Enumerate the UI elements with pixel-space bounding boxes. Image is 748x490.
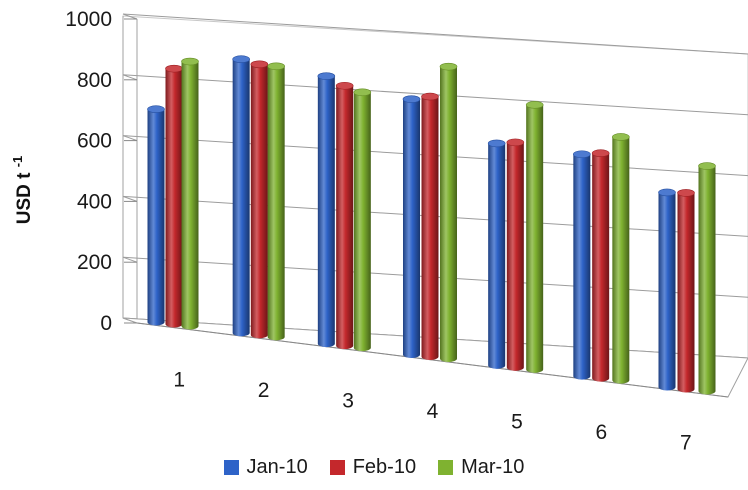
- legend-swatch-jan: [223, 459, 239, 475]
- legend-swatch-mar: [438, 459, 454, 475]
- legend-label-feb: Feb-10: [352, 455, 417, 478]
- bar-cylinder: [147, 109, 165, 326]
- gridline: [122, 13, 748, 55]
- bar-cylinder: [232, 59, 250, 337]
- y-tick-label: 800: [77, 69, 112, 92]
- bar-cylinder: [698, 166, 716, 395]
- bar-cylinder-top: [353, 88, 372, 97]
- bar-cylinder: [592, 153, 610, 382]
- y-tick-label: 0: [100, 312, 112, 335]
- side-gridline: [122, 256, 138, 263]
- bar-cylinder: [573, 154, 591, 380]
- side-gridline: [122, 135, 138, 142]
- bar-cylinder-top: [317, 72, 336, 80]
- bar-cylinder-top: [698, 162, 716, 170]
- y-tick-label: 600: [77, 130, 112, 153]
- bar-cylinder: [488, 143, 506, 369]
- bar-cylinder: [353, 92, 371, 352]
- y-tick-label: 1000: [65, 8, 112, 31]
- bar-cylinder: [181, 61, 199, 330]
- bar-cylinder: [250, 64, 268, 339]
- chart-plot: 0 200 400 600 800 1000 USD t -1 1 2 3 4 5 6 7: [10, 8, 748, 455]
- bar-cylinder-top: [250, 60, 269, 69]
- legend-label-mar: Mar-10: [461, 455, 525, 478]
- x-tick-label: 3: [342, 389, 354, 412]
- side-gridline: [122, 13, 138, 20]
- bar-cylinder-top: [421, 92, 439, 101]
- legend-item-feb: Feb-10: [329, 455, 417, 479]
- bar-cylinder-top: [677, 189, 695, 197]
- legend-label-jan: Jan-10: [246, 455, 308, 478]
- bar-cylinder-top: [487, 139, 506, 148]
- y-axis-title: USD t -1: [10, 156, 35, 225]
- bar-cylinder-top: [573, 150, 591, 159]
- bar-cylinder: [506, 142, 524, 371]
- bar-cylinder: [403, 99, 420, 359]
- x-tick-label: 7: [680, 432, 692, 450]
- y-tick-label: 400: [77, 190, 112, 213]
- bar-cylinder: [658, 192, 676, 391]
- bar-cylinder-top: [165, 64, 183, 73]
- bar-cylinder-top: [506, 138, 525, 147]
- bar-cylinder-top: [591, 149, 610, 158]
- bar-cylinder: [317, 76, 335, 348]
- legend-item-jan: Jan-10: [223, 455, 308, 479]
- x-tick-label: 5: [511, 411, 523, 434]
- bar-cylinder: [677, 192, 695, 393]
- chart-legend: Jan-10 Feb-10 Mar-10: [0, 450, 748, 484]
- side-gridline: [122, 195, 138, 202]
- bar-cylinder-top: [525, 101, 544, 109]
- y-axis-title-superscript: -1: [10, 156, 25, 168]
- x-tick-label: 6: [596, 421, 608, 444]
- bar-cylinder-top: [658, 188, 676, 197]
- bar-cylinder: [267, 66, 285, 341]
- bar-cylinder-top: [402, 95, 421, 103]
- y-tick-label: 200: [77, 251, 112, 274]
- bar-cylinder-top: [181, 57, 199, 66]
- x-tick-label: 1: [173, 368, 185, 391]
- x-tick-label: 4: [427, 400, 439, 423]
- bar-cylinder: [336, 85, 354, 350]
- legend-item-mar: Mar-10: [438, 456, 524, 479]
- bar-cylinder: [612, 136, 630, 384]
- side-gridline: [122, 74, 138, 81]
- bar-cylinder: [165, 68, 183, 328]
- bar-cylinder: [440, 66, 457, 362]
- bar-cylinder-top: [232, 55, 250, 64]
- bar-cylinder: [421, 96, 439, 360]
- bar-cylinder-top: [335, 81, 354, 90]
- bar-cylinder-top: [612, 133, 630, 141]
- legend-swatch-feb: [329, 459, 345, 475]
- bar-cylinder-top: [267, 62, 285, 71]
- bar-cylinder: [526, 104, 544, 373]
- bar-cylinder-top: [147, 105, 165, 113]
- x-tick-label: 2: [258, 379, 270, 402]
- bar-cylinder-top: [439, 62, 458, 71]
